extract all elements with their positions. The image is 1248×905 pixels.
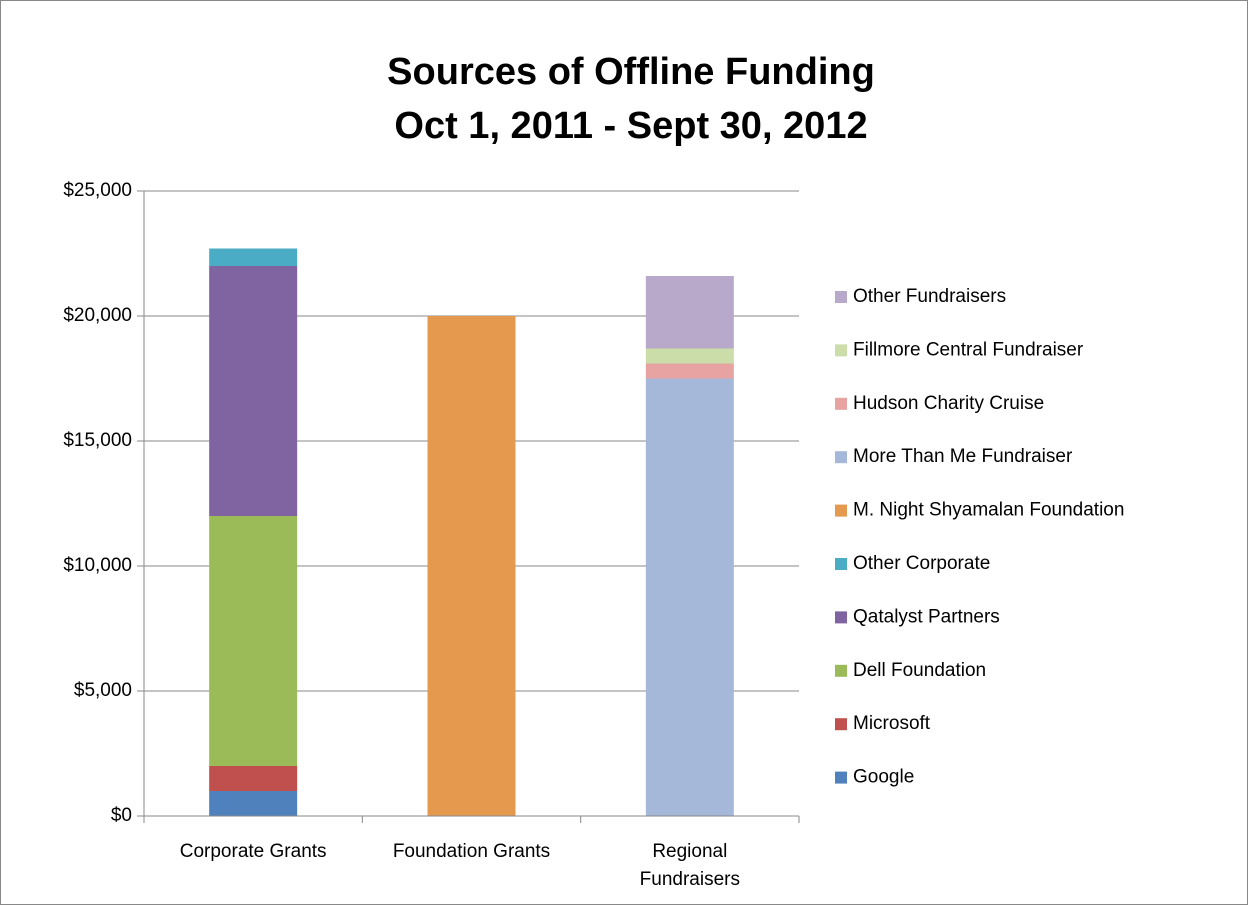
bar-segment (209, 766, 298, 791)
legend-swatch (835, 558, 847, 570)
legend-swatch (835, 344, 847, 357)
y-tick-label: $0 (111, 805, 132, 826)
chart-title: Sources of Offline Funding (387, 51, 875, 93)
legend-label: Microsoft (853, 713, 931, 734)
legend-swatch (835, 771, 847, 784)
legend-label: Fillmore Central Fundraiser (853, 339, 1084, 360)
x-tick-label: Regional Fundraisers (639, 841, 740, 890)
legend-swatch (835, 611, 847, 624)
x-tick-label: Corporate Grants (179, 841, 327, 862)
legend-label: Google (853, 767, 914, 788)
legend-label: More Than Me Fundraiser (853, 446, 1073, 467)
y-tick-label: $15,000 (63, 430, 132, 451)
legend-label: Other Fundraisers (853, 286, 1006, 307)
bar-segment (645, 363, 734, 379)
legend-label: Other Corporate (853, 553, 990, 574)
legend-label: Hudson Charity Cruise (853, 393, 1044, 414)
bar-segment (645, 276, 734, 349)
legend-swatch (835, 291, 847, 303)
bar-segment (209, 516, 298, 766)
y-tick-label: $25,000 (63, 180, 132, 201)
legend-label: Qatalyst Partners (853, 606, 1000, 627)
y-tick-label: $10,000 (63, 555, 132, 576)
bar-segment (209, 266, 298, 516)
bar-segment (209, 248, 298, 266)
chart-subtitle: Oct 1, 2011 - Sept 30, 2012 (394, 105, 867, 147)
legend-swatch (835, 397, 847, 410)
bar-segment (645, 378, 734, 816)
legend-label: M. Night Shyamalan Foundation (853, 500, 1124, 521)
y-tick-label: $20,000 (63, 305, 132, 326)
bar-segment (427, 316, 516, 816)
legend-swatch (835, 504, 847, 517)
legend-label: Dell Foundation (853, 660, 986, 681)
legend-swatch (835, 664, 847, 677)
x-tick-label: Foundation Grants (392, 841, 551, 862)
legend-swatch (835, 451, 847, 464)
y-tick-label: $5,000 (74, 680, 132, 701)
bar-segment (209, 791, 298, 816)
legend-swatch (835, 718, 847, 731)
bar-segment (645, 348, 734, 364)
